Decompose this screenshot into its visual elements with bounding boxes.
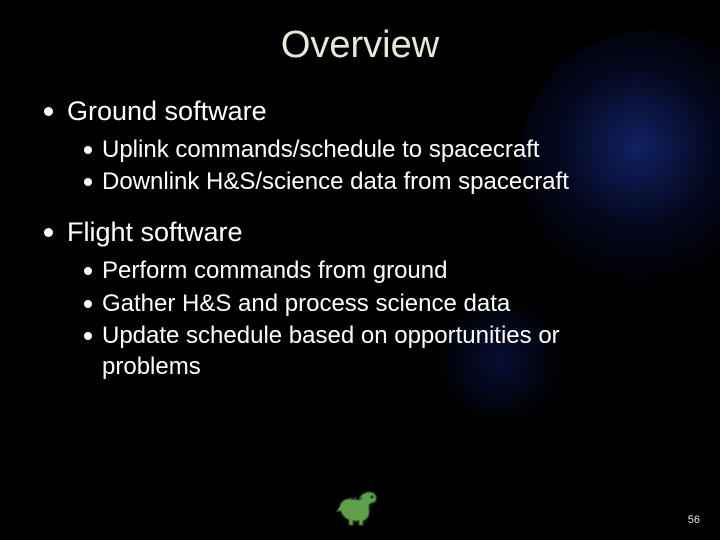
slide-title: Overview: [36, 24, 684, 67]
sub-bullet-item: Gather H&S and process science data: [84, 289, 684, 320]
bullet-dot-icon: [44, 228, 53, 237]
page-number: 56: [688, 514, 700, 526]
sub-bullet-dot-icon: [84, 146, 92, 154]
sub-bullet-list: Uplink commands/schedule to spacecraft D…: [44, 135, 684, 198]
slide: Overview Ground software Uplink commands…: [0, 0, 720, 540]
sub-bullet-label: Perform commands from ground: [102, 256, 447, 287]
sub-bullet-item: Downlink H&S/science data from spacecraf…: [84, 167, 684, 198]
bullet-label: Flight software: [67, 216, 243, 250]
sub-bullet-label: Update schedule based on opportunities o…: [102, 321, 662, 382]
sub-bullet-dot-icon: [84, 332, 92, 340]
sub-bullet-item: Perform commands from ground: [84, 256, 684, 287]
sub-bullet-dot-icon: [84, 178, 92, 186]
bullet-label: Ground software: [67, 95, 267, 129]
sub-bullet-dot-icon: [84, 267, 92, 275]
bullet-line: Ground software: [44, 95, 684, 129]
sub-bullet-label: Uplink commands/schedule to spacecraft: [102, 135, 540, 166]
sub-bullet-item: Update schedule based on opportunities o…: [84, 321, 684, 382]
dinosaur-icon: [335, 487, 385, 534]
sub-bullet-label: Downlink H&S/science data from spacecraf…: [102, 167, 569, 198]
bullet-item: Flight software Perform commands from gr…: [44, 216, 684, 383]
bullet-line: Flight software: [44, 216, 684, 250]
sub-bullet-item: Uplink commands/schedule to spacecraft: [84, 135, 684, 166]
bullet-dot-icon: [44, 107, 53, 116]
bullet-item: Ground software Uplink commands/schedule…: [44, 95, 684, 198]
sub-bullet-label: Gather H&S and process science data: [102, 289, 510, 320]
sub-bullet-list: Perform commands from ground Gather H&S …: [44, 256, 684, 383]
sub-bullet-dot-icon: [84, 300, 92, 308]
slide-content: Ground software Uplink commands/schedule…: [36, 95, 684, 383]
